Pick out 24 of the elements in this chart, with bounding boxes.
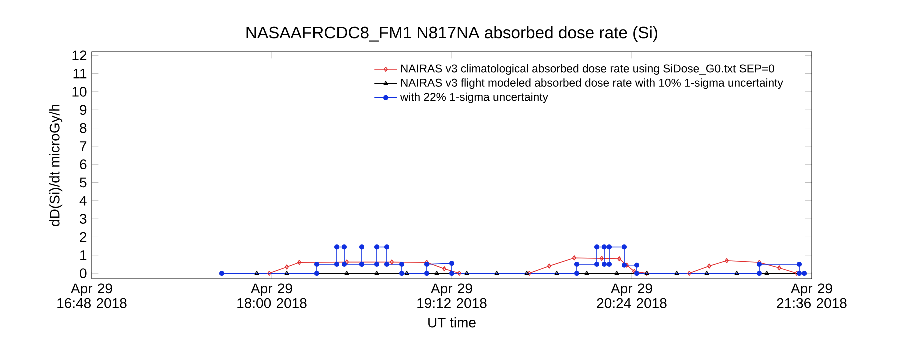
y-tick-label: 4 bbox=[80, 196, 87, 206]
y-tick-label: 7 bbox=[80, 142, 87, 152]
legend-label: NAIRAS v3 climatological absorbed dose rate using SiDose_G0.txt SEP=0 bbox=[401, 64, 774, 75]
chart-title: NASAAFRCDC8_FM1 N817NA absorbed dose rate (Si) bbox=[246, 26, 658, 42]
y-tick-label: 6 bbox=[80, 160, 87, 170]
y-tick-label: 9 bbox=[80, 105, 87, 116]
y-tick-label: 11 bbox=[74, 68, 87, 79]
x-axis-title: UT time bbox=[428, 317, 476, 328]
legend-label: NAIRAS v3 flight modeled absorbed dose rate with 10% 1-sigma uncertainty bbox=[401, 78, 784, 90]
y-axis-title: dD(Si)/dt microGy/h bbox=[50, 104, 63, 226]
y-tick-label: 0 bbox=[80, 268, 87, 279]
y-tick-label: 8 bbox=[80, 123, 87, 134]
x-tick-label: Apr 29 19:12 2018 bbox=[418, 284, 487, 308]
y-tick-label: 1 bbox=[80, 250, 87, 260]
legend-label: with 22% 1-sigma uncertainty bbox=[400, 92, 548, 104]
y-tick-label: 3 bbox=[80, 214, 87, 224]
y-tick-label: 5 bbox=[80, 178, 87, 188]
x-tick-label: Apr 29 18:00 2018 bbox=[238, 284, 307, 308]
x-tick-label: Apr 29 20:24 2018 bbox=[597, 284, 667, 308]
x-tick-label: Apr 29 21:36 2018 bbox=[777, 284, 847, 308]
y-tick-label: 10 bbox=[72, 87, 87, 97]
y-tick-label: 12 bbox=[72, 50, 87, 61]
x-tick-label: Apr 29 16:48 2018 bbox=[58, 284, 127, 308]
y-tick-label: 2 bbox=[80, 232, 87, 242]
